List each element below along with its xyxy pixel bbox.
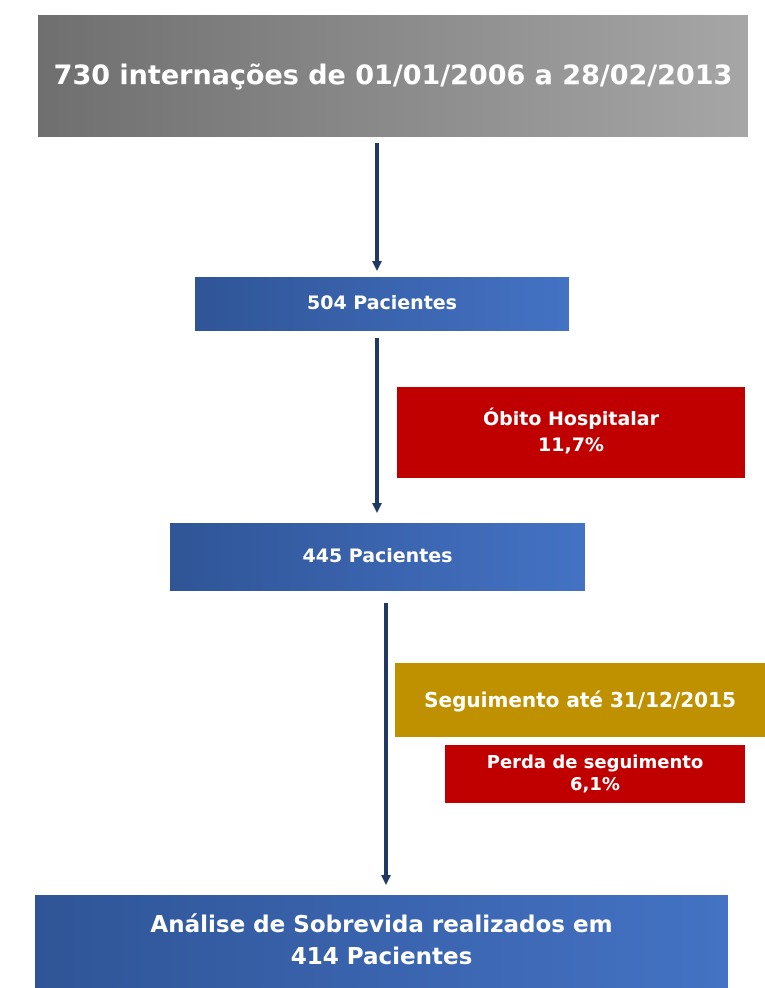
box-text: 504 Pacientes [307, 292, 457, 315]
box-text: Perda de seguimento [486, 752, 704, 774]
exclusion-box: Perda de seguimento 6,1% [445, 745, 745, 803]
box-text: 730 internações de 01/01/2006 a 28/02/20… [53, 59, 733, 91]
box-text: 11,7% [538, 433, 604, 456]
exclusion-box: Óbito Hospitalar 11,7% [397, 387, 745, 478]
step-box: 445 Pacientes [170, 523, 585, 591]
box-text: Óbito Hospitalar [482, 407, 659, 430]
box-text: Seguimento até 31/12/2015 [424, 687, 736, 712]
box-text: 6,1% [570, 774, 620, 795]
box-text: Análise de Sobrevida realizados em [150, 912, 613, 939]
box-text: 445 Pacientes [302, 545, 453, 568]
followup-box: Seguimento até 31/12/2015 [395, 663, 765, 737]
box-text: 414 Pacientes [290, 943, 473, 970]
result-box: Análise de Sobrevida realizados em 414 P… [35, 895, 728, 988]
source-box: 730 internações de 01/01/2006 a 28/02/20… [38, 15, 748, 137]
step-box: 504 Pacientes [195, 277, 569, 331]
